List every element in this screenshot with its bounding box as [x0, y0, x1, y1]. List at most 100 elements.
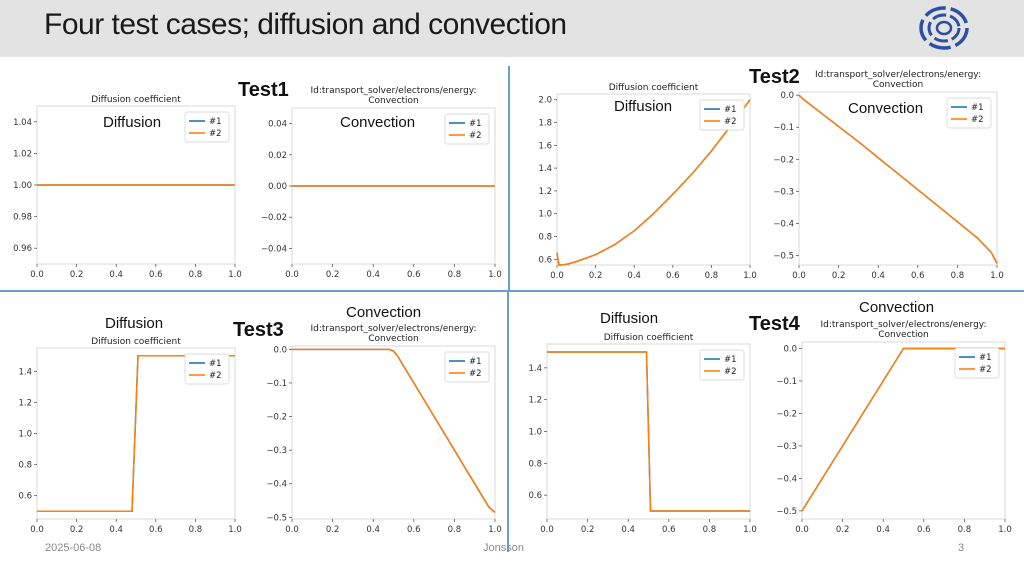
y-tick-label: −0.5	[776, 507, 797, 517]
series-line-2	[798, 94, 998, 264]
legend-label: #1	[469, 357, 482, 367]
legend-label: #2	[209, 129, 222, 139]
chart-subtitle: Convection	[368, 96, 419, 106]
y-tick-label: 1.2	[538, 187, 552, 197]
y-tick-label: 1.4	[538, 164, 552, 174]
test3-convection-plot: Id:transport_solver/electrons/energy: Con…	[255, 322, 505, 539]
x-tick-label: 0.2	[70, 525, 84, 535]
x-tick-label: 1.0	[998, 525, 1012, 535]
x-tick-label: 1.0	[228, 525, 242, 535]
chart-title: Id:transport_solver/electrons/energy:	[311, 324, 477, 334]
x-tick-label: 1.0	[990, 271, 1004, 281]
y-tick-label: −0.2	[773, 155, 794, 165]
legend-label: #2	[724, 367, 737, 377]
chart-title: Diffusion coefficient	[91, 95, 181, 105]
footer-author: Jonsson	[483, 542, 524, 554]
chart-title: Id:transport_solver/electrons/energy:	[821, 320, 987, 330]
chart-title: Diffusion coefficient	[609, 83, 699, 93]
footer-page-number: 3	[958, 542, 965, 554]
y-tick-label: 0.0	[783, 344, 797, 354]
y-tick-label: 0.96	[13, 244, 32, 254]
y-tick-label: 0.00	[268, 182, 287, 192]
legend-box	[699, 99, 745, 131]
x-tick-label: 0.0	[285, 270, 299, 280]
x-tick-label: 0.2	[581, 525, 595, 535]
x-tick-label: 1.0	[743, 525, 757, 535]
x-tick-label: 0.6	[911, 271, 925, 281]
y-tick-label: −0.4	[266, 480, 287, 490]
y-tick-label: 0.02	[268, 151, 287, 161]
legend-box	[946, 97, 992, 129]
x-tick-label: 0.4	[876, 525, 890, 535]
y-tick-label: 1.0	[538, 210, 552, 220]
test1-diffusion-label: Diffusion	[103, 114, 162, 131]
test3-diffusion-plot: Diffusion coefficient 0.0 0.2 0.4 0.6 0.8 1.0 0…	[0, 334, 245, 539]
x-tick-label: 0.8	[705, 271, 719, 281]
y-tick-label: 1.0	[528, 428, 542, 438]
y-tick-label: 0.8	[18, 461, 32, 471]
x-tick-label: 0.2	[326, 525, 340, 535]
test1-convection-label: Convection	[340, 114, 416, 131]
y-tick-label: −0.3	[776, 442, 797, 452]
test1-convection-plot: Id:transport_solver/electrons/energy: Con…	[255, 84, 505, 284]
y-tick-label: 0.6	[538, 255, 552, 265]
y-tick-label: −0.3	[773, 187, 794, 197]
x-tick-label: 0.0	[540, 525, 554, 535]
test3-convection-label: Convection	[346, 304, 422, 321]
x-tick-label: 0.4	[109, 270, 123, 280]
legend-label: #1	[971, 103, 984, 113]
x-tick-label: 0.8	[703, 525, 717, 535]
y-tick-label: −0.3	[266, 446, 287, 456]
x-tick-label: 0.8	[189, 270, 203, 280]
divider-vertical-bottom	[507, 292, 509, 552]
x-tick-label: 0.8	[189, 525, 203, 535]
y-tick-label: 1.02	[13, 149, 32, 159]
footer-date: 2025-06-08	[45, 542, 102, 554]
x-tick-label: 0.4	[627, 271, 641, 281]
x-tick-label: 0.8	[448, 270, 462, 280]
y-tick-label: 1.8	[538, 119, 552, 129]
y-tick-label: 0.98	[13, 213, 32, 223]
test2-diffusion-label: Diffusion	[614, 98, 673, 115]
x-tick-label: 1.0	[743, 271, 757, 281]
y-tick-label: 1.04	[13, 118, 32, 128]
y-tick-label: −0.1	[266, 379, 287, 389]
legend-label: #2	[209, 371, 222, 381]
legend-label: #2	[971, 115, 984, 125]
y-tick-label: 1.6	[538, 141, 552, 151]
legend-label: #1	[209, 359, 222, 369]
x-tick-label: 1.0	[488, 270, 502, 280]
y-tick-label: −0.2	[776, 409, 797, 419]
y-tick-label: 1.0	[18, 430, 32, 440]
x-tick-label: 0.0	[795, 525, 809, 535]
divider-vertical-top	[508, 66, 510, 292]
institution-logo-icon	[919, 6, 969, 50]
x-tick-label: 0.4	[621, 525, 635, 535]
x-tick-label: 0.0	[792, 271, 806, 281]
legend-label: #1	[209, 117, 222, 127]
test1-diffusion-plot: Diffusion coefficient 0.0 0.2 0.4 0.6 0.8 1.0 0…	[0, 92, 245, 284]
legend-box	[954, 347, 1000, 379]
x-tick-label: 0.6	[662, 525, 676, 535]
chart-title: Diffusion coefficient	[604, 333, 694, 343]
x-tick-label: 0.6	[666, 271, 680, 281]
test2-label: Test2	[749, 66, 800, 88]
y-tick-label: −0.5	[773, 251, 794, 261]
legend-label: #2	[724, 117, 737, 127]
x-tick-label: 0.8	[951, 271, 965, 281]
x-tick-label: 0.6	[149, 270, 163, 280]
slide-title: Four test cases; diffusion and convectio…	[44, 8, 567, 41]
x-tick-label: 1.0	[228, 270, 242, 280]
x-tick-label: 0.4	[871, 271, 885, 281]
test4-convection-plot: Id:transport_solver/electrons/energy: Con…	[765, 318, 1015, 539]
test4-diffusion-label: Diffusion	[600, 310, 659, 327]
legend-label: #2	[469, 131, 482, 141]
y-tick-label: −0.5	[266, 513, 287, 523]
y-tick-label: 2.0	[538, 96, 552, 106]
x-tick-label: 0.6	[407, 270, 421, 280]
y-tick-label: −0.1	[773, 123, 794, 133]
y-tick-label: 1.4	[528, 364, 542, 374]
test3-label: Test3	[233, 319, 284, 341]
x-tick-label: 0.2	[832, 271, 846, 281]
legend-label: #1	[469, 119, 482, 129]
